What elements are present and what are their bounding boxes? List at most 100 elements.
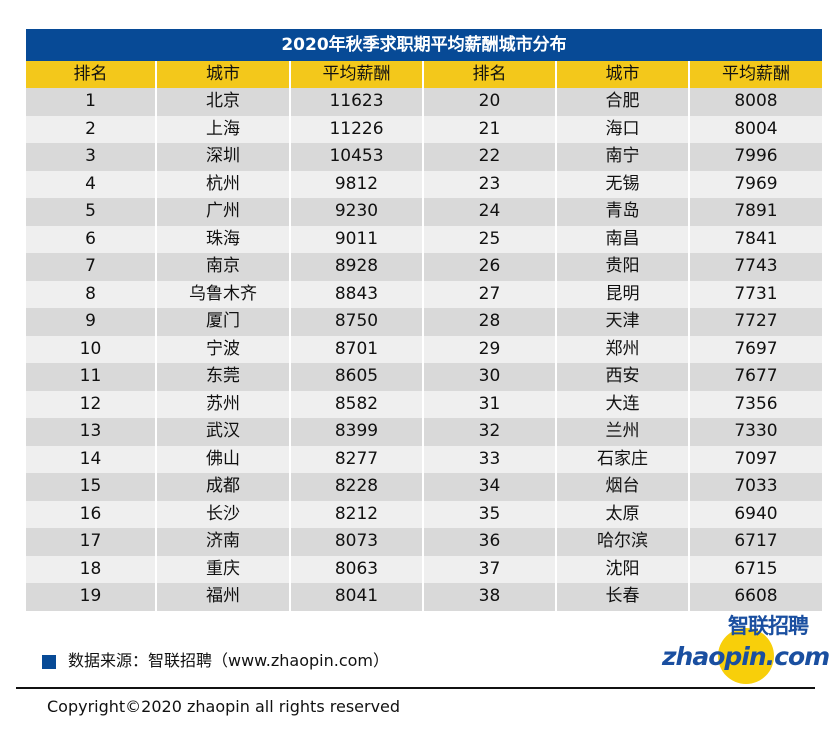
- table-row: 6 珠海 9011 25 南昌 7841: [26, 225, 822, 253]
- city-cell: 昆明: [557, 280, 690, 308]
- logo-sun-icon: [718, 628, 774, 684]
- rank-cell: 31: [424, 390, 557, 418]
- table-row: 19 福州 8041 38 长春 6608: [26, 583, 822, 611]
- rank-cell: 16: [26, 500, 157, 528]
- rank-cell: 3: [26, 143, 157, 171]
- table-row: 14 佛山 8277 33 石家庄 7097: [26, 445, 822, 473]
- city-cell: 宁波: [157, 335, 291, 363]
- salary-cell: 11226: [291, 115, 424, 143]
- city-cell: 长沙: [157, 500, 291, 528]
- rank-cell: 2: [26, 115, 157, 143]
- rank-cell: 20: [424, 88, 557, 116]
- salary-cell: 8928: [291, 253, 424, 281]
- city-cell: 成都: [157, 473, 291, 501]
- table-row: 13 武汉 8399 32 兰州 7330: [26, 418, 822, 446]
- table-row: 5 广州 9230 24 青岛 7891: [26, 198, 822, 226]
- header-cell: 平均薪酬: [291, 61, 424, 88]
- rank-cell: 4: [26, 170, 157, 198]
- rank-cell: 29: [424, 335, 557, 363]
- salary-cell: 11623: [291, 88, 424, 116]
- rank-cell: 35: [424, 500, 557, 528]
- table-row: 17 济南 8073 36 哈尔滨 6717: [26, 528, 822, 556]
- salary-cell: 6940: [734, 503, 778, 524]
- salary-cell: 7969: [734, 173, 778, 194]
- rank-cell: 23: [424, 170, 557, 198]
- city-cell: 苏州: [157, 390, 291, 418]
- salary-cell: 6715: [734, 558, 778, 579]
- city-cell: 南京: [157, 253, 291, 281]
- rank-cell: 13: [26, 418, 157, 446]
- salary-cell: 8212: [291, 500, 424, 528]
- salary-cell: 7097: [734, 448, 778, 469]
- salary-cell: 8073: [291, 528, 424, 556]
- city-cell: 重庆: [157, 555, 291, 583]
- salary-cell: 7033: [734, 476, 778, 496]
- rank-cell: 12: [26, 390, 157, 418]
- rank-cell: 33: [424, 445, 557, 473]
- rank-cell: 34: [424, 473, 557, 501]
- salary-cell: 8063: [291, 555, 424, 583]
- table-row: 4 杭州 9812 23 无锡 7969: [26, 170, 822, 198]
- city-cell: 珠海: [157, 225, 291, 253]
- rank-cell: 36: [424, 528, 557, 556]
- city-cell: 佛山: [157, 445, 291, 473]
- city-cell: 太原: [557, 500, 690, 528]
- city-cell: 石家庄: [557, 445, 690, 473]
- city-cell: 西安: [557, 363, 690, 391]
- city-cell: 合肥: [557, 88, 690, 116]
- rank-cell: 6: [26, 225, 157, 253]
- table-header: 排名 城市 平均薪酬 排名 城市 平均薪酬: [26, 61, 822, 88]
- salary-cell: 8399: [291, 418, 424, 446]
- rank-cell: 14: [26, 445, 157, 473]
- city-cell: 福州: [157, 583, 291, 611]
- city-cell: 乌鲁木齐: [157, 280, 291, 308]
- table-row: 9 厦门 8750 28 天津 7727: [26, 308, 822, 336]
- salary-cell: 8228: [291, 473, 424, 501]
- salary-table: 2020年秋季求职期平均薪酬城市分布 排名 城市 平均薪酬 排名 城市 平均薪酬…: [26, 29, 822, 611]
- city-cell: 贵阳: [557, 253, 690, 281]
- salary-cell: 7677: [734, 366, 778, 386]
- salary-cell: 7330: [734, 421, 778, 441]
- table-row: 11 东莞 8605 30 西安 7677: [26, 363, 822, 391]
- salary-cell: 6608: [734, 586, 778, 606]
- rank-cell: 10: [26, 335, 157, 363]
- salary-cell: 9230: [291, 198, 424, 226]
- rank-cell: 28: [424, 308, 557, 336]
- rank-cell: 5: [26, 198, 157, 226]
- rank-cell: 19: [26, 583, 157, 611]
- salary-cell: 8004: [734, 118, 778, 139]
- rank-cell: 22: [424, 143, 557, 171]
- city-cell: 大连: [557, 390, 690, 418]
- salary-cell: 8750: [291, 308, 424, 336]
- table-title: 2020年秋季求职期平均薪酬城市分布: [26, 29, 822, 61]
- city-cell: 长春: [557, 583, 690, 611]
- salary-cell: 10453: [291, 143, 424, 171]
- city-cell: 哈尔滨: [557, 528, 690, 556]
- table-row: 10 宁波 8701 29 郑州 7697: [26, 335, 822, 363]
- header-cell: 平均薪酬: [722, 64, 790, 84]
- city-cell: 天津: [557, 308, 690, 336]
- rank-cell: 15: [26, 473, 157, 501]
- city-cell: 上海: [157, 115, 291, 143]
- table-row: 2 上海 11226 21 海口 8004: [26, 115, 822, 143]
- city-cell: 广州: [157, 198, 291, 226]
- city-cell: 南昌: [557, 225, 690, 253]
- logo-en: zhaopin.com: [662, 642, 830, 671]
- header-cell: 排名: [26, 61, 157, 88]
- rank-cell: 26: [424, 253, 557, 281]
- table-row: 1 北京 11623 20 合肥 8008: [26, 88, 822, 116]
- rank-cell: 37: [424, 555, 557, 583]
- rank-cell: 11: [26, 363, 157, 391]
- city-cell: 北京: [157, 88, 291, 116]
- city-cell: 郑州: [557, 335, 690, 363]
- table-row: 12 苏州 8582 31 大连 7356: [26, 390, 822, 418]
- salary-cell: 7731: [734, 283, 778, 304]
- salary-cell: 6717: [734, 531, 778, 551]
- city-cell: 无锡: [557, 170, 690, 198]
- rank-cell: 32: [424, 418, 557, 446]
- salary-cell: 8701: [291, 335, 424, 363]
- table-body: 1 北京 11623 20 合肥 8008 2 上海 11226 21 海口 8004 3 深圳 10453…: [26, 88, 822, 611]
- zhaopin-logo: 智联招聘 zhaopin.com: [662, 614, 830, 686]
- rank-cell: 21: [424, 115, 557, 143]
- salary-cell: 7727: [734, 311, 778, 331]
